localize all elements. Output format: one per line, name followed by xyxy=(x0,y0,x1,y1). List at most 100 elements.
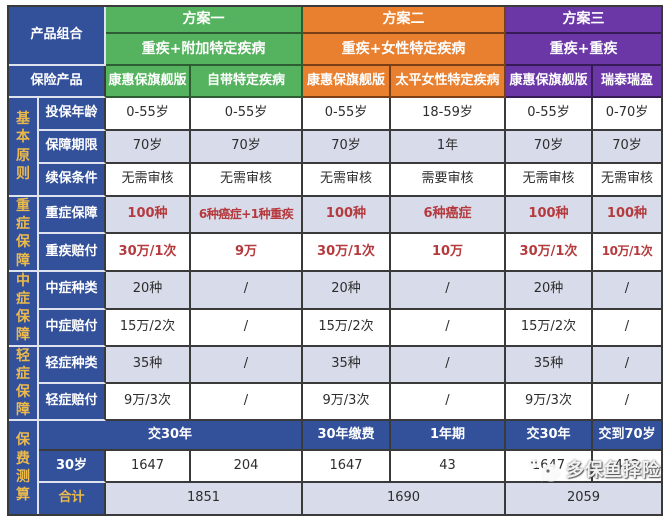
data-cell: 15万/2次 xyxy=(106,309,191,347)
data-cell: 无需审核 xyxy=(191,164,303,197)
data-cell: 9万/3次 xyxy=(506,384,593,422)
data-cell: / xyxy=(191,384,303,422)
premium-term-cell: 交30年 xyxy=(506,421,593,452)
data-cell: / xyxy=(391,384,506,422)
row-label: 重疾赔付 xyxy=(39,234,106,272)
data-cell: / xyxy=(191,309,303,347)
data-cell: 35种 xyxy=(506,346,593,385)
data-cell: 70岁 xyxy=(593,131,661,164)
data-cell: / xyxy=(391,346,506,385)
section-label-critical: 重症 保障 xyxy=(9,197,39,272)
data-cell: 15万/2次 xyxy=(303,309,391,347)
data-cell: / xyxy=(391,309,506,347)
data-cell: 20种 xyxy=(303,271,391,310)
row-label: 保障期限 xyxy=(39,131,106,164)
data-cell: 43 xyxy=(391,451,506,484)
data-cell: 需要审核 xyxy=(391,164,506,197)
insurance-comparison-table: 产品组合 方案一 方案二 方案三 重疾+附加特定疾病 重疾+女性特定疾病 重疾+… xyxy=(9,7,661,515)
data-cell: 100种 xyxy=(106,197,191,235)
product-header: 太平女性特定疾病 xyxy=(391,66,506,98)
data-cell: 1647 xyxy=(506,451,593,484)
row-label: 续保条件 xyxy=(39,164,106,197)
data-cell: 6种癌症 xyxy=(391,197,506,235)
product-header: 瑞泰瑞盈 xyxy=(593,66,661,98)
data-cell: / xyxy=(593,309,661,347)
row-label: 重症保障 xyxy=(39,197,106,235)
table-row: 重疾赔付 30万/1次 9万 30万/1次 10万 30万/1次 10万/1次 xyxy=(9,234,661,272)
data-cell: 1年 xyxy=(391,131,506,164)
data-cell: 6种癌症+1种重疾 xyxy=(191,197,303,235)
data-cell: 1647 xyxy=(106,451,191,484)
product-header: 自带特定疾病 xyxy=(191,66,303,98)
data-cell: 0-55岁 xyxy=(106,98,191,131)
data-cell: 35种 xyxy=(303,346,391,385)
data-cell: 100种 xyxy=(593,197,661,235)
premium-term-cell: 1年期 xyxy=(391,421,506,452)
data-cell: 无需审核 xyxy=(303,164,391,197)
data-cell: 70岁 xyxy=(303,131,391,164)
data-cell: 9万/3次 xyxy=(303,384,391,422)
plan1-combo-header: 重疾+附加特定疾病 xyxy=(106,34,303,66)
product-header: 康惠保旗舰版 xyxy=(506,66,593,98)
data-cell: / xyxy=(391,271,506,310)
data-cell: / xyxy=(593,346,661,385)
data-cell: / xyxy=(593,384,661,422)
data-cell: 9万 xyxy=(191,234,303,272)
data-cell: 无需审核 xyxy=(106,164,191,197)
data-cell: 204 xyxy=(191,451,303,484)
data-cell: 无需审核 xyxy=(593,164,661,197)
section-label-premium: 保费 测算 xyxy=(9,421,39,515)
plan3-name-header: 方案三 xyxy=(506,7,661,34)
premium-term-cell: 30年缴费 xyxy=(303,421,391,452)
data-cell: 20种 xyxy=(506,271,593,310)
data-cell: 20种 xyxy=(106,271,191,310)
plan2-name-header: 方案二 xyxy=(303,7,506,34)
data-cell: 100种 xyxy=(303,197,391,235)
data-cell: 15万/2次 xyxy=(506,309,593,347)
data-cell: 30万/1次 xyxy=(106,234,191,272)
data-cell: / xyxy=(593,271,661,310)
row-label: 中症赔付 xyxy=(39,309,106,347)
data-cell: 30万/1次 xyxy=(506,234,593,272)
table-row: 基本 原则 投保年龄 0-55岁 0-55岁 0-55岁 18-59岁 0-55… xyxy=(9,98,661,197)
data-cell: 30万/1次 xyxy=(303,234,391,272)
data-cell: 35种 xyxy=(106,346,191,385)
data-cell: 10万/1次 xyxy=(593,234,661,272)
table-row: 30岁 1647 204 1647 43 1647 412 xyxy=(9,451,661,484)
data-cell: 0-55岁 xyxy=(191,98,303,131)
row-label: 中症种类 xyxy=(39,271,106,310)
table-row: 产品组合 方案一 方案二 方案三 xyxy=(9,7,661,66)
section-label-medium: 中症 保障 xyxy=(9,271,39,347)
plan1-name-header: 方案一 xyxy=(106,7,303,34)
data-cell: 0-55岁 xyxy=(303,98,391,131)
table-row: 中症赔付 15万/2次 / 15万/2次 / 15万/2次 / xyxy=(9,309,661,347)
comparison-table-frame: 产品组合 方案一 方案二 方案三 重疾+附加特定疾病 重疾+女性特定疾病 重疾+… xyxy=(7,5,663,516)
product-header: 康惠保旗舰版 xyxy=(106,66,191,98)
data-cell: 9万/3次 xyxy=(106,384,191,422)
table-row: 轻症 保障 轻症种类 35种 / 35种 / 35种 / xyxy=(9,346,661,422)
data-cell: 412 xyxy=(593,451,661,484)
data-cell: 10万 xyxy=(391,234,506,272)
table-row: 中症 保障 中症种类 20种 / 20种 / 20种 / xyxy=(9,271,661,347)
table-row: 保障期限 70岁 70岁 70岁 1年 70岁 70岁 xyxy=(9,131,661,164)
data-cell: 70岁 xyxy=(106,131,191,164)
data-cell: 1647 xyxy=(303,451,391,484)
table-row: 重疾+附加特定疾病 重疾+女性特定疾病 重疾+重疾 xyxy=(9,34,661,66)
data-cell: 18-59岁 xyxy=(391,98,506,131)
data-cell: 70岁 xyxy=(191,131,303,164)
data-cell: 无需审核 xyxy=(506,164,593,197)
plan3-combo-header: 重疾+重疾 xyxy=(506,34,661,66)
product-row-label: 保险产品 xyxy=(9,66,106,98)
table-row: 重症 保障 重症保障 100种 6种癌症+1种重疾 100种 6种癌症 100种… xyxy=(9,197,661,272)
row-label: 轻症赔付 xyxy=(39,384,106,422)
data-cell: / xyxy=(191,271,303,310)
table-row: 续保条件 无需审核 无需审核 无需审核 需要审核 无需审核 无需审核 xyxy=(9,164,661,197)
row-label: 轻症种类 xyxy=(39,346,106,385)
premium-term-cell: 交30年 xyxy=(39,421,303,452)
data-cell: 100种 xyxy=(506,197,593,235)
section-label-basic: 基本 原则 xyxy=(9,98,39,197)
data-cell: / xyxy=(191,346,303,385)
data-cell: 70岁 xyxy=(506,131,593,164)
table-row: 保费 测算 交30年 30年缴费 1年期 交30年 交到70岁 xyxy=(9,421,661,515)
table-row: 保险产品 康惠保旗舰版 自带特定疾病 康惠保旗舰版 太平女性特定疾病 康惠保旗舰… xyxy=(9,66,661,98)
